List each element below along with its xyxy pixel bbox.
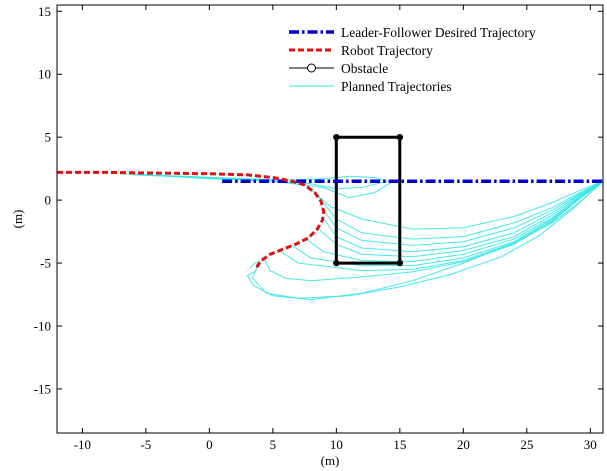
y-tick-label: -15 bbox=[34, 381, 51, 396]
x-tick-label: 30 bbox=[584, 437, 597, 452]
planned-trajectory-line bbox=[291, 180, 603, 267]
robot-trajectory-line bbox=[57, 170, 326, 271]
x-tick-label: 10 bbox=[330, 437, 343, 452]
y-tick-label: 0 bbox=[45, 193, 52, 208]
y-tick-label: 5 bbox=[45, 130, 52, 145]
x-tick-label: -10 bbox=[74, 437, 91, 452]
planned-trajectory-line bbox=[263, 180, 603, 282]
x-tick-label: 0 bbox=[206, 437, 213, 452]
obstacle-corner-point bbox=[333, 133, 340, 141]
planned-trajectory-line bbox=[320, 180, 603, 246]
obstacle-corner-point bbox=[333, 259, 340, 267]
legend: Leader-Follower Desired Trajectory Robot … bbox=[289, 25, 536, 94]
legend-marker bbox=[307, 63, 316, 73]
x-tick-label: 5 bbox=[270, 437, 277, 452]
x-tick-label: 20 bbox=[457, 437, 470, 452]
planned-trajectory-line bbox=[145, 174, 394, 199]
planned-trajectory-line bbox=[321, 180, 603, 253]
planned-trajectory-line bbox=[305, 180, 603, 230]
obstacle-corner-point bbox=[396, 259, 404, 267]
y-tick-label: -5 bbox=[40, 256, 51, 271]
y-tick-label: 15 bbox=[38, 4, 51, 19]
planned-trajectory-line bbox=[251, 180, 603, 299]
planned-trajectory-line bbox=[120, 173, 388, 182]
legend-entry: Robot Trajectory bbox=[341, 43, 433, 58]
x-tick-label: 25 bbox=[520, 437, 533, 452]
obstacle-outline bbox=[334, 135, 402, 265]
x-tick-label: 15 bbox=[393, 437, 406, 452]
planned-trajectory-line bbox=[315, 180, 603, 240]
planned-trajectory-line bbox=[246, 180, 603, 301]
planned-trajectory-line bbox=[316, 180, 603, 258]
legend-entry: Leader-Follower Desired Trajectory bbox=[341, 25, 536, 40]
legend-entry: Planned Trajectories bbox=[341, 79, 452, 94]
legend-entry: Obstacle bbox=[341, 61, 388, 76]
x-tick-label: -5 bbox=[140, 437, 151, 452]
y-axis-label: (m) bbox=[10, 210, 25, 229]
plot-frame bbox=[56, 4, 604, 434]
x-axis-label: (m) bbox=[321, 453, 340, 468]
planned-trajectory-line bbox=[249, 258, 266, 269]
y-tick-label: -10 bbox=[34, 319, 51, 334]
y-tick-label: 10 bbox=[38, 67, 51, 82]
obstacle-corner-point bbox=[396, 133, 404, 141]
